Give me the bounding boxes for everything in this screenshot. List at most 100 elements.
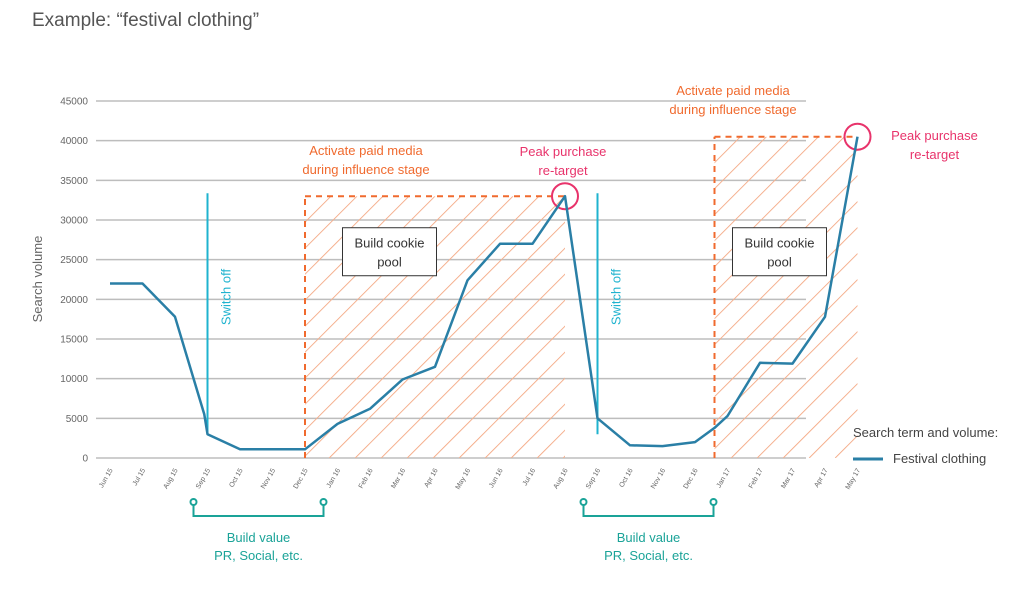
- switch-off-label: Switch off: [219, 269, 234, 326]
- hatch-line: [714, 200, 858, 346]
- legend-entry-festival-clothing: Festival clothing: [893, 451, 986, 466]
- paid-media-label: during influence stage: [669, 102, 796, 117]
- peak-label: Peak purchase: [891, 128, 978, 143]
- hatch-line: [861, 137, 1024, 458]
- hatch-line: [406, 299, 565, 458]
- hatch-line: [714, 136, 819, 242]
- build-value-label: Build value: [227, 530, 291, 545]
- peak-circle: [843, 122, 872, 151]
- page-title: Example: “festival clothing”: [32, 10, 260, 31]
- hatch-line: [510, 403, 565, 458]
- hatch-line: [714, 136, 715, 138]
- grid-layer: [96, 100, 806, 459]
- x-tick-label: Jan 16: [326, 467, 343, 489]
- x-tick-label: Aug 16: [553, 467, 570, 490]
- y-tick-label: 0: [82, 454, 88, 465]
- build-value-bracket: [582, 502, 715, 517]
- bracket-end-marker: [579, 498, 588, 506]
- hatch-line: [714, 136, 767, 190]
- hatch-line: [305, 196, 565, 457]
- x-tick-label: Oct 15: [228, 467, 244, 488]
- x-tick-label: Sep 16: [585, 467, 602, 490]
- x-tick-label: Dec 16: [683, 467, 700, 490]
- x-tick-label: Feb 17: [748, 467, 765, 489]
- y-axis-label: Search volume: [30, 236, 45, 323]
- bracket-end-marker: [319, 498, 328, 506]
- legend-title: Search term and volume:: [853, 425, 998, 440]
- y-tick-label: 5000: [66, 414, 89, 425]
- hatch-line: [714, 278, 858, 424]
- cookie-pool-label: Build cookie: [354, 236, 424, 251]
- x-tick-label: Nov 16: [650, 467, 667, 490]
- hatch-line: [714, 304, 858, 450]
- hatch-line: [328, 221, 565, 458]
- build-value-label: PR, Social, etc.: [604, 548, 693, 563]
- cookie-pool-label: pool: [767, 255, 792, 270]
- y-tick-label: 40000: [60, 136, 88, 147]
- x-tick-label: Mar 16: [390, 467, 407, 489]
- x-tick-label: Jul 15: [132, 467, 147, 487]
- hatch-line: [782, 382, 858, 458]
- x-tick-label: Aug 15: [163, 467, 180, 490]
- x-tick-label: May 16: [455, 467, 473, 490]
- hatch-line: [714, 148, 858, 294]
- build-value-label: PR, Social, etc.: [214, 548, 303, 563]
- paid-media-label: during influence stage: [302, 162, 429, 177]
- hatch-line: [714, 226, 858, 372]
- build-value-bracket: [192, 502, 325, 517]
- hatch-line: [354, 247, 565, 458]
- y-tick-label: 25000: [60, 255, 88, 266]
- paid-media-label: Activate paid media: [309, 143, 423, 158]
- peak-label: re-target: [910, 147, 960, 162]
- bracket-end-marker: [709, 498, 718, 506]
- y-tick-label: 45000: [60, 97, 88, 108]
- hatch-line: [756, 356, 858, 458]
- hatch-line: [834, 434, 858, 458]
- hatch-line: [458, 351, 565, 458]
- x-tick-label: Jun 16: [488, 467, 505, 489]
- cookie-pool-label: pool: [377, 255, 402, 270]
- y-tick-label: 20000: [60, 295, 88, 306]
- hatch-line: [305, 196, 488, 379]
- build-value-label: Build value: [617, 530, 681, 545]
- hatch-line: [380, 273, 565, 458]
- x-tick-label: Mar 17: [780, 467, 797, 489]
- x-tick-label: Jan 17: [716, 467, 733, 489]
- x-tick-label: Sep 15: [195, 467, 212, 490]
- y-tick-label: 30000: [60, 216, 88, 227]
- x-tick-label: Apr 17: [813, 467, 829, 488]
- x-tick-label: Feb 16: [358, 467, 375, 489]
- hatch-line: [305, 196, 514, 405]
- y-tick-label: 35000: [60, 176, 88, 187]
- cookie-pool-label: Build cookie: [744, 236, 814, 251]
- hatch-line: [305, 196, 540, 431]
- x-tick-label: May 17: [845, 467, 863, 490]
- hatch-line: [484, 377, 565, 458]
- series-layer: [110, 136, 859, 451]
- hatch-line: [305, 196, 384, 275]
- cookie-pool-box: [342, 227, 437, 277]
- axis-layer: 0 5000 10000 15000 20000 25000 30000 35000 40000…: [30, 97, 862, 491]
- y-tick-label: 15000: [60, 335, 88, 346]
- hatch-layer: [305, 136, 1024, 458]
- cookie-pool-box: [732, 227, 827, 277]
- peak-label: re-target: [538, 163, 588, 178]
- switch-off-label: Switch off: [609, 269, 624, 326]
- x-tick-label: Jul 16: [522, 467, 537, 487]
- hatch-line: [714, 136, 845, 268]
- x-tick-label: Nov 15: [260, 467, 277, 490]
- legend-layer: Search term and volume: Festival clothing: [853, 425, 998, 466]
- x-tick-label: Dec 15: [293, 467, 310, 490]
- y-tick-label: 10000: [60, 374, 88, 385]
- hatch-line: [730, 330, 858, 458]
- peak-circle: [551, 182, 579, 211]
- hatch-line: [714, 136, 793, 216]
- x-tick-label: Apr 16: [423, 467, 439, 488]
- hatch-line: [808, 408, 858, 458]
- hatch-line: [714, 174, 858, 320]
- paid-media-label: Activate paid media: [676, 83, 790, 98]
- annotation-layer: Activate paid media during influence stag…: [189, 83, 978, 563]
- bracket-end-marker: [189, 498, 198, 506]
- hatch-area: [714, 136, 1024, 458]
